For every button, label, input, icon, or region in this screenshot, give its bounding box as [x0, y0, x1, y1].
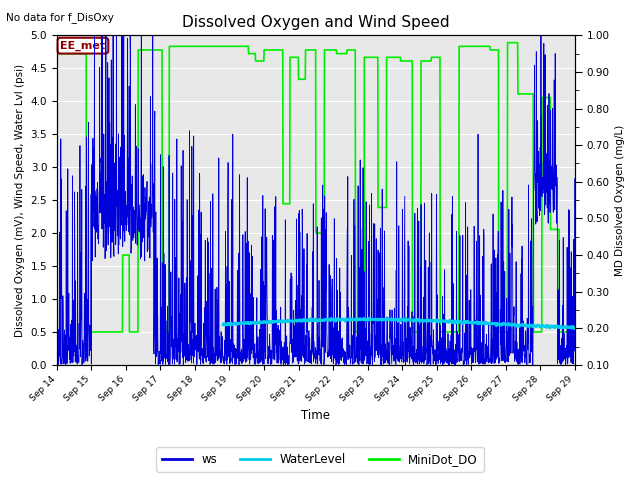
- Y-axis label: Dissolved Oxygen (mV), Wind Speed, Water Lvl (psi): Dissolved Oxygen (mV), Wind Speed, Water…: [15, 63, 25, 336]
- Title: Dissolved Oxygen and Wind Speed: Dissolved Oxygen and Wind Speed: [182, 15, 449, 30]
- X-axis label: Time: Time: [301, 409, 330, 422]
- Legend: ws, WaterLevel, MiniDot_DO: ws, WaterLevel, MiniDot_DO: [156, 447, 484, 472]
- Text: EE_met: EE_met: [60, 40, 106, 51]
- Text: No data for f_DisOxy: No data for f_DisOxy: [6, 12, 115, 23]
- Y-axis label: MD Dissolved Oxygen (mg/L): MD Dissolved Oxygen (mg/L): [615, 124, 625, 276]
